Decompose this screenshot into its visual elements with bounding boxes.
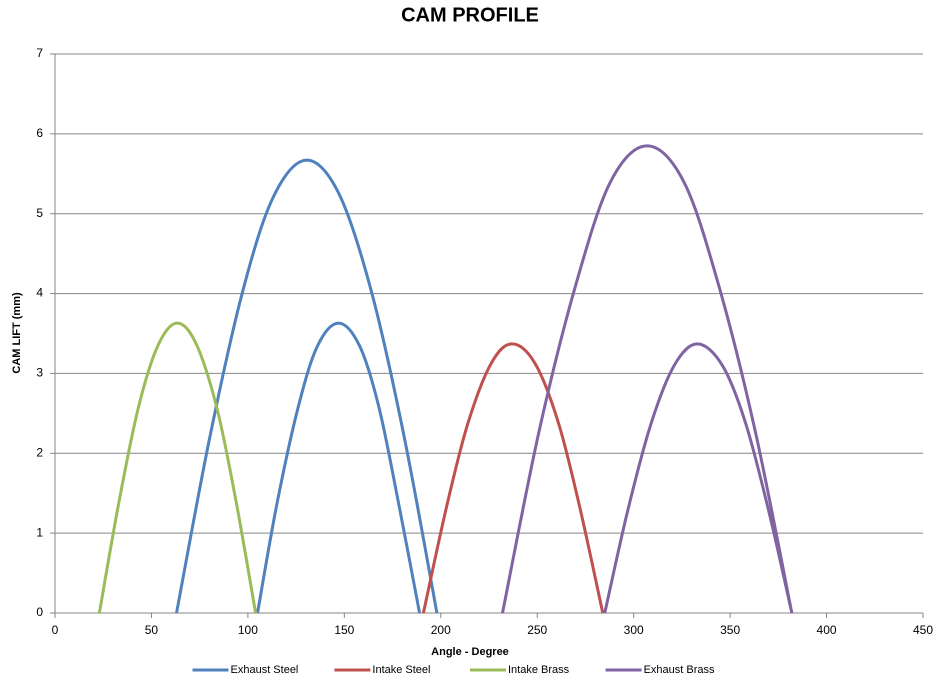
y-tick-label: 7	[36, 46, 43, 60]
y-tick-label: 0	[36, 605, 43, 619]
y-axis-label: CAM LIFT (mm)	[11, 292, 23, 374]
y-tick-label: 6	[36, 126, 43, 140]
x-tick-label: 200	[431, 623, 451, 637]
x-tick-label: 0	[52, 623, 59, 637]
x-tick-label: 450	[913, 623, 933, 637]
y-tick-label: 2	[36, 445, 43, 459]
x-tick-label: 150	[334, 623, 354, 637]
y-tick-label: 1	[36, 525, 43, 539]
x-tick-label: 300	[624, 623, 644, 637]
legend-label: Exhaust Steel	[231, 664, 299, 676]
series-line	[421, 342, 605, 614]
x-tick-label: 100	[238, 623, 258, 637]
x-tick-label: 250	[527, 623, 547, 637]
y-tick-label: 4	[36, 286, 43, 300]
legend-label: Intake Brass	[508, 664, 570, 676]
series-line	[97, 321, 258, 614]
legend-label: Exhaust Brass	[644, 664, 715, 676]
legend: Exhaust Steel Intake Steel Intake Brass Exh…	[192, 664, 715, 676]
x-tick-label: 350	[720, 623, 740, 637]
x-tick-label: 400	[817, 623, 837, 637]
x-axis-label: Angle - Degree	[431, 646, 509, 658]
chart-title: CAM PROFILE	[401, 4, 539, 26]
x-tick-label: 50	[145, 623, 159, 637]
y-tick-label: 3	[36, 366, 43, 380]
series-line	[501, 144, 794, 614]
y-tick-label: 5	[36, 206, 43, 220]
series-line	[175, 158, 439, 614]
legend-label: Intake Steel	[372, 664, 430, 676]
